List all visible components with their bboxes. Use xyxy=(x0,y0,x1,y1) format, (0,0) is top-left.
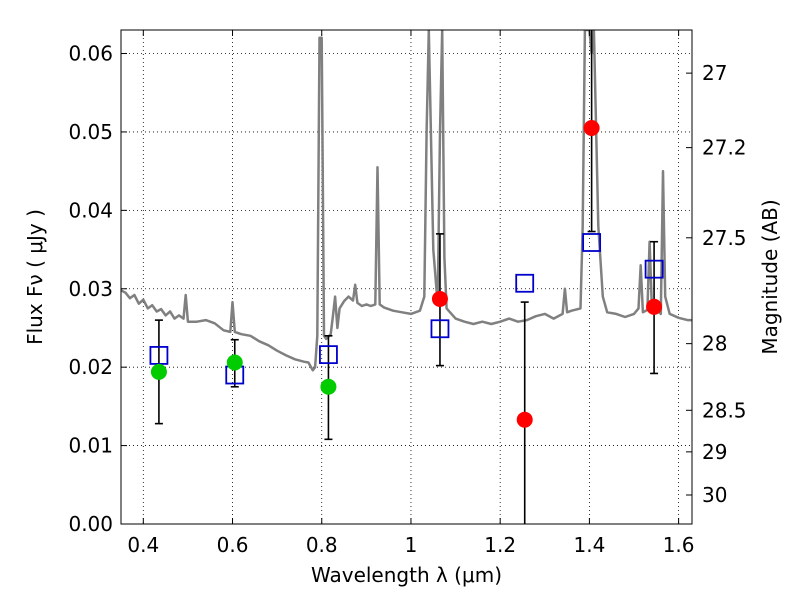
y2-tick-label: 28 xyxy=(702,332,727,356)
y-axis-title: Flux Fν ( μJy ) xyxy=(23,209,47,345)
y2-tick-label: 30 xyxy=(702,483,727,507)
y-tick-label: 0.01 xyxy=(68,434,113,458)
model-square-marker xyxy=(515,273,535,293)
y2-tick-label: 27.2 xyxy=(702,136,747,160)
y2-tick-label: 27 xyxy=(702,61,727,85)
y2-tick-label: 27.5 xyxy=(702,226,747,250)
observed-point-marker xyxy=(320,378,337,395)
x-tick-label: 0.4 xyxy=(127,533,159,557)
observed-point-marker xyxy=(646,298,663,315)
observed-point-marker xyxy=(583,120,600,137)
series-clipped xyxy=(121,30,692,524)
y-tick-label: 0.04 xyxy=(68,198,113,222)
model-square-marker xyxy=(319,345,338,365)
series-layer xyxy=(121,30,692,524)
observed-point-marker xyxy=(150,363,167,380)
observed-point-marker xyxy=(516,411,533,428)
ticks: 0.4 0.6 0.8 1 1.2 1.4 1.6 0.00 0.01 0.02 0.03 0.04 0… xyxy=(68,30,747,557)
y-tick-label: 0.03 xyxy=(68,277,113,301)
y2-tick-label: 29 xyxy=(702,440,727,464)
x-tick-label: 0.8 xyxy=(306,533,338,557)
observed-point-marker xyxy=(226,354,243,371)
y-tick-label: 0.06 xyxy=(68,42,113,66)
y-tick-label: 0.00 xyxy=(68,512,113,536)
x-axis-title: Wavelength λ (μm) xyxy=(311,563,502,587)
x-tick-label: 0.6 xyxy=(217,533,249,557)
x-tick-label: 1.4 xyxy=(573,533,605,557)
y-tick-label: 0.02 xyxy=(68,355,113,379)
y-tick-label: 0.05 xyxy=(68,120,113,144)
spectrum-line xyxy=(121,30,692,372)
model-square-marker xyxy=(582,233,602,252)
model-square-marker xyxy=(644,259,664,279)
x-tick-label: 1.6 xyxy=(663,533,695,557)
x-tick-label: 1 xyxy=(405,533,418,557)
y2-tick-label: 28.5 xyxy=(702,398,747,422)
y2-axis-title: Magnitude (AB) xyxy=(758,199,782,354)
observed-point-marker xyxy=(431,290,448,307)
plot-area xyxy=(120,29,693,525)
grid xyxy=(121,30,692,524)
x-tick-label: 1.2 xyxy=(484,533,516,557)
model-square-marker xyxy=(430,319,450,339)
